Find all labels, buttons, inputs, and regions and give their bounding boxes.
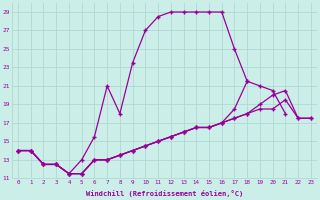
X-axis label: Windchill (Refroidissement éolien,°C): Windchill (Refroidissement éolien,°C): [86, 190, 243, 197]
